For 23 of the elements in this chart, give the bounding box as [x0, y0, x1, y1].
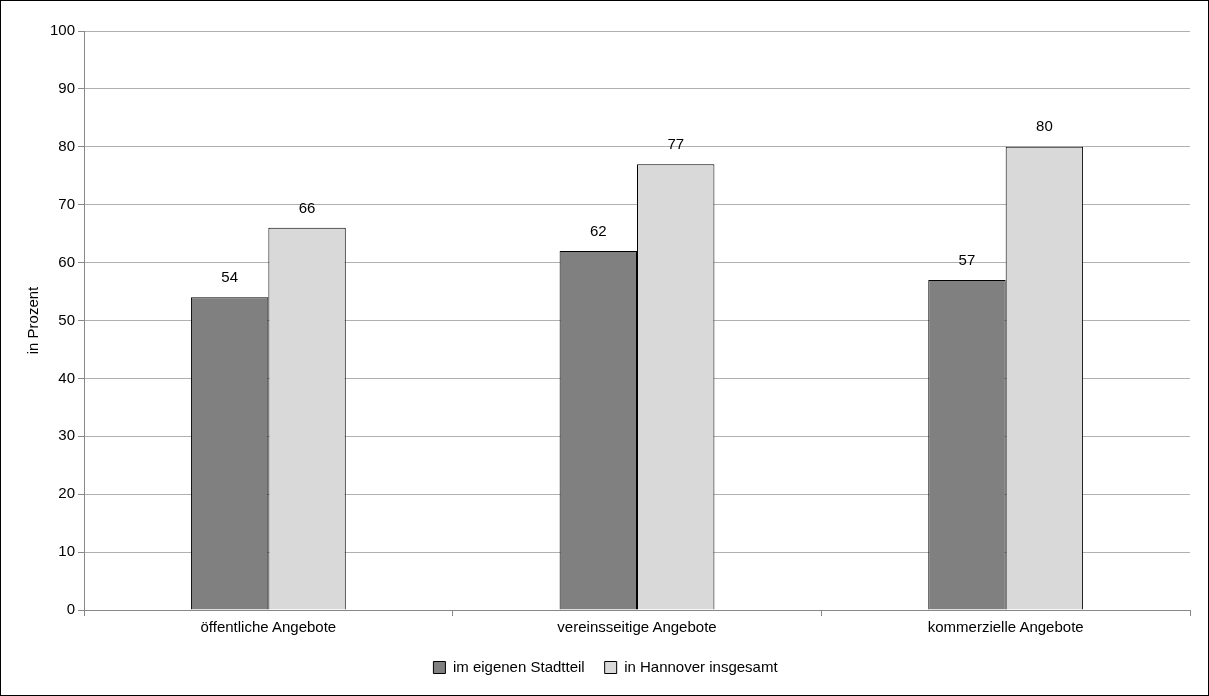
y-tick-label: 60	[58, 252, 76, 270]
y-tick-label: 80	[58, 136, 76, 154]
data-label: 66	[298, 198, 316, 216]
y-tick-label: 40	[58, 368, 76, 386]
x-tick-label: öffentliche Angebote	[200, 618, 337, 636]
y-tick-label: 10	[58, 542, 76, 560]
y-tick-label: 90	[58, 79, 76, 97]
y-tick-label: 30	[58, 426, 76, 444]
y-tick-label: 50	[58, 310, 76, 328]
y-tick-label: 20	[58, 484, 76, 502]
data-label: 80	[1036, 117, 1053, 135]
data-label: 57	[958, 250, 976, 268]
data-label: 77	[667, 134, 685, 152]
x-tick-label: kommerzielle Angebote	[927, 618, 1084, 636]
y-axis-title: in Prozent	[24, 285, 42, 355]
data-label: 62	[589, 221, 607, 239]
x-tick-label: vereinsseitige Angebote	[557, 618, 717, 636]
y-tick-label: 100	[50, 21, 76, 39]
legend-label: in Hannover insgesamt	[624, 657, 779, 675]
data-label: 54	[221, 267, 238, 285]
legend-label: im eigenen Stadtteil	[452, 657, 585, 675]
y-tick-label: 70	[58, 194, 76, 212]
y-tick-label: 0	[66, 600, 76, 618]
